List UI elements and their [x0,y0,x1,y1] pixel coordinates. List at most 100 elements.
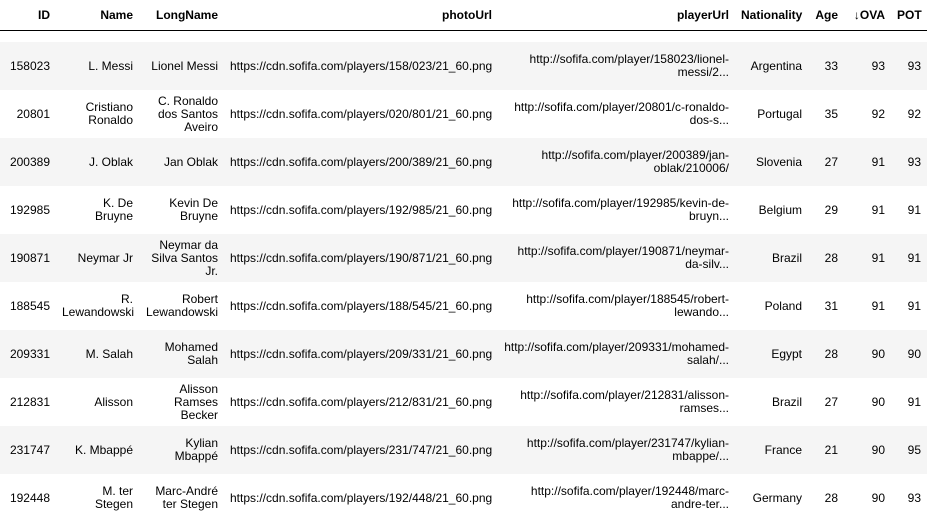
cell-photourl: https://cdn.sofifa.com/players/188/545/2… [224,282,498,330]
col-header-id[interactable]: ID [0,0,56,31]
cell-playerurl: http://sofifa.com/player/212831/alisson-… [498,378,735,426]
col-header-ova-label: OVA [859,7,885,22]
cell-longname: Kylian Mbappé [139,426,224,474]
cell-playerurl: http://sofifa.com/player/188545/robert-l… [498,282,735,330]
cell-pot: 91 [891,282,927,330]
cell-name: L. Messi [56,42,139,90]
cell-id: 188545 [0,282,56,330]
cell-id: 20801 [0,90,56,138]
cell-playerurl: http://sofifa.com/player/190871/neymar-d… [498,234,735,282]
cell-playerurl: http://sofifa.com/player/20801/c-ronaldo… [498,90,735,138]
cell-age: 27 [808,378,844,426]
col-header-name[interactable]: Name [56,0,139,31]
cell-longname: Jan Oblak [139,138,224,186]
table-row: 209331 M. Salah Mohamed Salah https://cd… [0,330,927,378]
cell-pot: 92 [891,90,927,138]
cell-ova: 90 [844,474,891,522]
cell-name: R. Lewandowski [56,282,139,330]
cell-age: 27 [808,138,844,186]
cell-playerurl: http://sofifa.com/player/200389/jan-obla… [498,138,735,186]
cell-id: 192985 [0,186,56,234]
table-row: 192448 M. ter Stegen Marc-André ter Steg… [0,474,927,522]
cell-id: 209331 [0,330,56,378]
cell-pot: 91 [891,186,927,234]
col-header-photourl[interactable]: photoUrl [224,0,498,31]
cell-age: 29 [808,186,844,234]
cell-age: 28 [808,474,844,522]
cell-id: 192448 [0,474,56,522]
cell-name: M. ter Stegen [56,474,139,522]
cell-nationality: Argentina [735,42,808,90]
cell-pot: 91 [891,378,927,426]
cell-playerurl: http://sofifa.com/player/231747/kylian-m… [498,426,735,474]
col-header-age[interactable]: Age [808,0,844,31]
cell-age: 28 [808,234,844,282]
cell-ova: 91 [844,282,891,330]
cell-name: Alisson [56,378,139,426]
cell-photourl: https://cdn.sofifa.com/players/209/331/2… [224,330,498,378]
cell-ova: 93 [844,42,891,90]
cell-nationality: Belgium [735,186,808,234]
cell-ova: 90 [844,330,891,378]
table-row: 20801 Cristiano Ronaldo C. Ronaldo dos S… [0,90,927,138]
cell-pot: 90 [891,330,927,378]
cell-name: Neymar Jr [56,234,139,282]
cell-longname: Marc-André ter Stegen [139,474,224,522]
cell-photourl: https://cdn.sofifa.com/players/190/871/2… [224,234,498,282]
cell-name: J. Oblak [56,138,139,186]
cell-age: 35 [808,90,844,138]
cell-id: 190871 [0,234,56,282]
cell-longname: Mohamed Salah [139,330,224,378]
cell-pot: 91 [891,234,927,282]
cell-name: M. Salah [56,330,139,378]
cell-nationality: Egypt [735,330,808,378]
table-body: 158023 L. Messi Lionel Messi https://cdn… [0,42,927,522]
col-header-ova[interactable]: ↓OVA [844,0,891,31]
col-header-pot[interactable]: POT [891,0,927,31]
cell-playerurl: http://sofifa.com/player/209331/mohamed-… [498,330,735,378]
cell-age: 21 [808,426,844,474]
cell-name: Cristiano Ronaldo [56,90,139,138]
cell-age: 33 [808,42,844,90]
cell-pot: 95 [891,426,927,474]
col-header-nationality[interactable]: Nationality [735,0,808,31]
table-row: 158023 L. Messi Lionel Messi https://cdn… [0,42,927,90]
cell-nationality: Slovenia [735,138,808,186]
cell-longname: Lionel Messi [139,42,224,90]
cell-playerurl: http://sofifa.com/player/192985/kevin-de… [498,186,735,234]
cell-photourl: https://cdn.sofifa.com/players/192/448/2… [224,474,498,522]
cell-nationality: Brazil [735,234,808,282]
cell-ova: 91 [844,138,891,186]
cell-ova: 92 [844,90,891,138]
cell-pot: 93 [891,138,927,186]
cell-longname: Robert Lewandowski [139,282,224,330]
table-row: 231747 K. Mbappé Kylian Mbappé https://c… [0,426,927,474]
cell-name: K. De Bruyne [56,186,139,234]
col-header-longname[interactable]: LongName [139,0,224,31]
cell-nationality: Poland [735,282,808,330]
cell-photourl: https://cdn.sofifa.com/players/212/831/2… [224,378,498,426]
cell-nationality: Portugal [735,90,808,138]
cell-playerurl: http://sofifa.com/player/192448/marc-and… [498,474,735,522]
cell-longname: Kevin De Bruyne [139,186,224,234]
table-row: 212831 Alisson Alisson Ramses Becker htt… [0,378,927,426]
cell-photourl: https://cdn.sofifa.com/players/192/985/2… [224,186,498,234]
cell-age: 28 [808,330,844,378]
col-header-playerurl[interactable]: playerUrl [498,0,735,31]
cell-nationality: Germany [735,474,808,522]
cell-longname: Alisson Ramses Becker [139,378,224,426]
sort-descending-icon: ↓ [853,7,860,22]
table-row: 192985 K. De Bruyne Kevin De Bruyne http… [0,186,927,234]
cell-nationality: France [735,426,808,474]
table-row: 190871 Neymar Jr Neymar da Silva Santos … [0,234,927,282]
cell-nationality: Brazil [735,378,808,426]
table-header: ID Name LongName photoUrl playerUrl Nati… [0,0,927,42]
table-row: 200389 J. Oblak Jan Oblak https://cdn.so… [0,138,927,186]
cell-age: 31 [808,282,844,330]
cell-id: 231747 [0,426,56,474]
cell-playerurl: http://sofifa.com/player/158023/lionel-m… [498,42,735,90]
cell-pot: 93 [891,474,927,522]
cell-ova: 90 [844,426,891,474]
cell-id: 158023 [0,42,56,90]
cell-longname: C. Ronaldo dos Santos Aveiro [139,90,224,138]
